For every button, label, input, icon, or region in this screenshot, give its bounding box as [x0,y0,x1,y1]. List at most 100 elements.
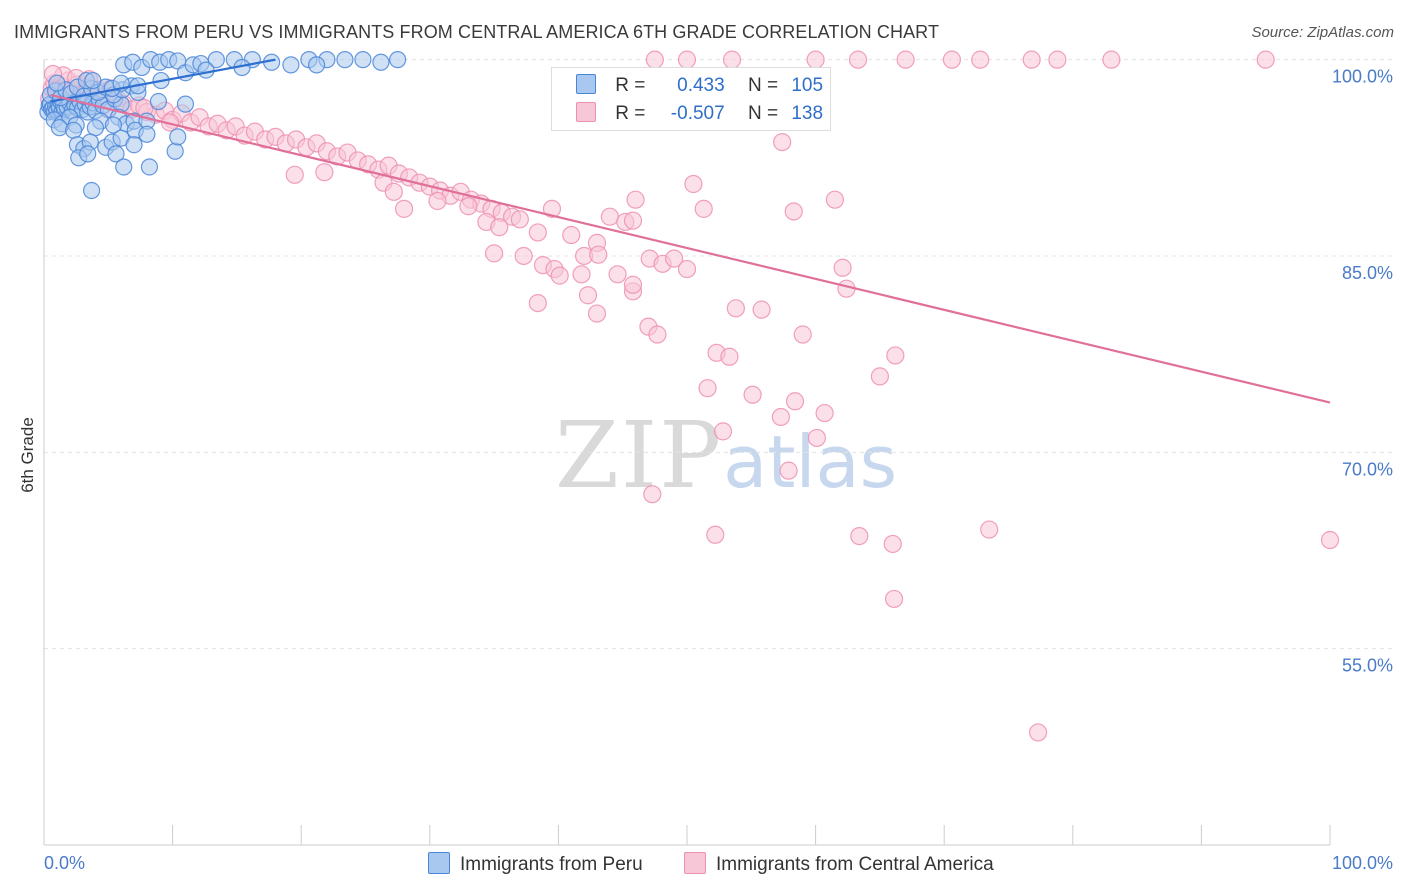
peru-point [336,51,354,69]
central-america-point [883,534,902,554]
peru-point [176,95,195,113]
watermark-zip: ZIP [555,402,724,509]
central-america-point [643,485,662,504]
central-america-point [752,300,771,319]
peru-point [64,121,83,139]
central-america-point [384,182,403,201]
peru-point [140,158,159,176]
peru-point [84,71,102,90]
peru-point [50,119,69,137]
y-tick-label: 100.0% [1332,67,1393,87]
central-america-point [726,299,745,318]
central-america-point [698,379,717,398]
peru-point [149,92,168,111]
central-america-trend-line [50,93,1331,404]
central-america-point [694,199,713,218]
central-america-point [490,218,509,237]
central-america-point [942,50,962,69]
peru-point [125,136,143,154]
central-america-point [870,367,890,386]
central-america-point [980,520,999,539]
central-america-point [626,190,645,209]
central-america-point [677,259,697,279]
peru-swatch [576,74,596,94]
central-america-point [645,50,664,69]
central-america-point [1102,50,1121,69]
central-america-point [886,346,905,365]
central-america-point [848,50,868,69]
central-america-point [706,525,725,544]
central-america-point [587,304,607,323]
watermark: ZIPatlas [555,402,897,509]
central-america-legend-label: Immigrants from Central America [716,854,994,875]
y-tick-label: 55.0% [1342,656,1393,676]
central-america-swatch [576,102,596,122]
central-america-point [713,422,733,441]
central-america-point [1256,50,1275,69]
peru-point [372,53,390,71]
central-america-point [572,265,591,284]
n-value: 105 [791,75,824,96]
central-america-point [722,50,742,69]
central-america-point [665,249,684,268]
y-tick-label: 85.0% [1342,263,1393,283]
peru-point [48,74,66,92]
central-america-point [833,258,852,277]
central-america-point [884,589,904,609]
central-america-point [815,403,834,423]
central-america-point [608,265,627,284]
peru-point [115,158,133,176]
label-layer: 100.0% 85.0% 70.0% 55.0% 0.0% 100.0% [44,67,1393,873]
central-america-point [542,199,562,218]
central-america-point [394,199,414,218]
bottom-legend-peru[interactable]: Immigrants from Peru [428,852,643,876]
r-value: -0.507 [670,103,725,124]
source-label: Source: ZipAtlas.com [1251,24,1394,41]
stats-legend: R = 0.433 N = 105 R = -0.507 N = 138 [551,67,831,131]
peru-point [79,145,97,163]
central-america-point [793,325,812,344]
central-america-point [528,223,547,242]
central-america-point [623,211,643,230]
central-america-point [785,392,805,411]
central-america-point [771,407,790,427]
legend-row-peru: R = 0.433 N = 105 [576,74,823,100]
chart-title: IMMIGRANTS FROM PERU VS IMMIGRANTS FROM … [14,22,940,42]
central-america-point [648,325,667,344]
central-america-point [428,191,447,211]
central-america-point [1048,50,1067,69]
peru-point [207,51,225,69]
central-america-legend-swatch [684,852,706,874]
bottom-legend-central-america[interactable]: Immigrants from Central America [684,852,994,876]
central-america-point [684,174,703,194]
n-label: N = [747,75,779,96]
central-america-point [806,50,825,69]
r-label: R = [615,103,646,124]
peru-point [197,61,215,79]
central-america-point [850,526,869,546]
points-layer [39,50,1340,742]
legend-row-central-america: R = -0.507 N = 138 [576,102,823,128]
central-america-point [528,293,547,313]
central-america-point [825,190,844,209]
axis-layer [43,60,1331,846]
central-america-point [677,50,697,69]
central-america-point [550,266,569,285]
peru-point [282,56,300,74]
central-america-point [459,197,478,216]
central-america-point [807,428,826,448]
central-america-point [971,50,990,69]
x-tick-label-min: 0.0% [44,853,85,873]
n-label: N = [747,103,779,124]
central-america-point [600,207,619,226]
central-america-point [514,246,533,266]
n-value: 138 [791,103,824,124]
central-america-point [784,202,803,221]
central-america-point [1022,50,1041,69]
peru-point [104,116,123,134]
y-tick-label: 70.0% [1342,459,1393,479]
central-america-point [510,210,529,229]
central-america-point [743,385,762,404]
central-america-point [896,50,915,69]
